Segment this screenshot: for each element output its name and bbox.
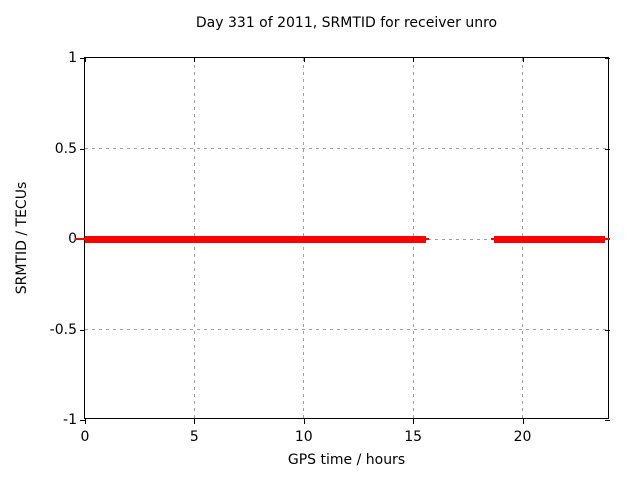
chart-title: Day 331 of 2011, SRMTID for receiver unr… (195, 15, 498, 31)
y-tick-mark-right (605, 148, 610, 150)
y-gridline (85, 329, 610, 330)
y-tick-mark (80, 58, 85, 59)
y-tick-mark (80, 329, 85, 331)
x-tick-label: 10 (294, 429, 313, 445)
y-tick-label: -0.5 (49, 321, 77, 338)
y-tick-mark-right (605, 58, 610, 59)
x-tick-mark (194, 418, 196, 424)
x-tick-mark-top (413, 58, 415, 62)
x-tick-mark (85, 418, 86, 424)
x-tick-mark (522, 418, 524, 424)
y-tick-mark (80, 148, 85, 150)
x-tick-label: 0 (80, 429, 90, 445)
y-tick-label: -1 (63, 412, 77, 428)
y-tick-label: 0.5 (54, 140, 77, 157)
data-line-segment (494, 235, 605, 243)
x-tick-mark-top (85, 58, 86, 62)
x-tick-mark (413, 418, 415, 424)
x-tick-mark-top (522, 58, 524, 62)
x-tick-mark (303, 418, 305, 424)
x-tick-label: 5 (189, 429, 199, 445)
data-line-segment (85, 235, 427, 243)
y-tick-mark (80, 420, 85, 421)
y-tick-mark-right (605, 329, 610, 331)
x-tick-label: 20 (513, 429, 532, 445)
y-tick-label: 0 (68, 231, 77, 247)
y-gridline (85, 148, 610, 149)
plot-area: 0 5 10 15 20 -1 -0.5 0 0.5 1 (50, 50, 610, 445)
x-tick-label: 15 (404, 429, 423, 445)
y-tick-label: 1 (68, 50, 77, 66)
y-tick-mark-right (605, 420, 610, 421)
x-axis-label: GPS time / hours (287, 452, 406, 468)
x-tick-mark-top (194, 58, 196, 62)
x-tick-mark-top (303, 58, 305, 62)
